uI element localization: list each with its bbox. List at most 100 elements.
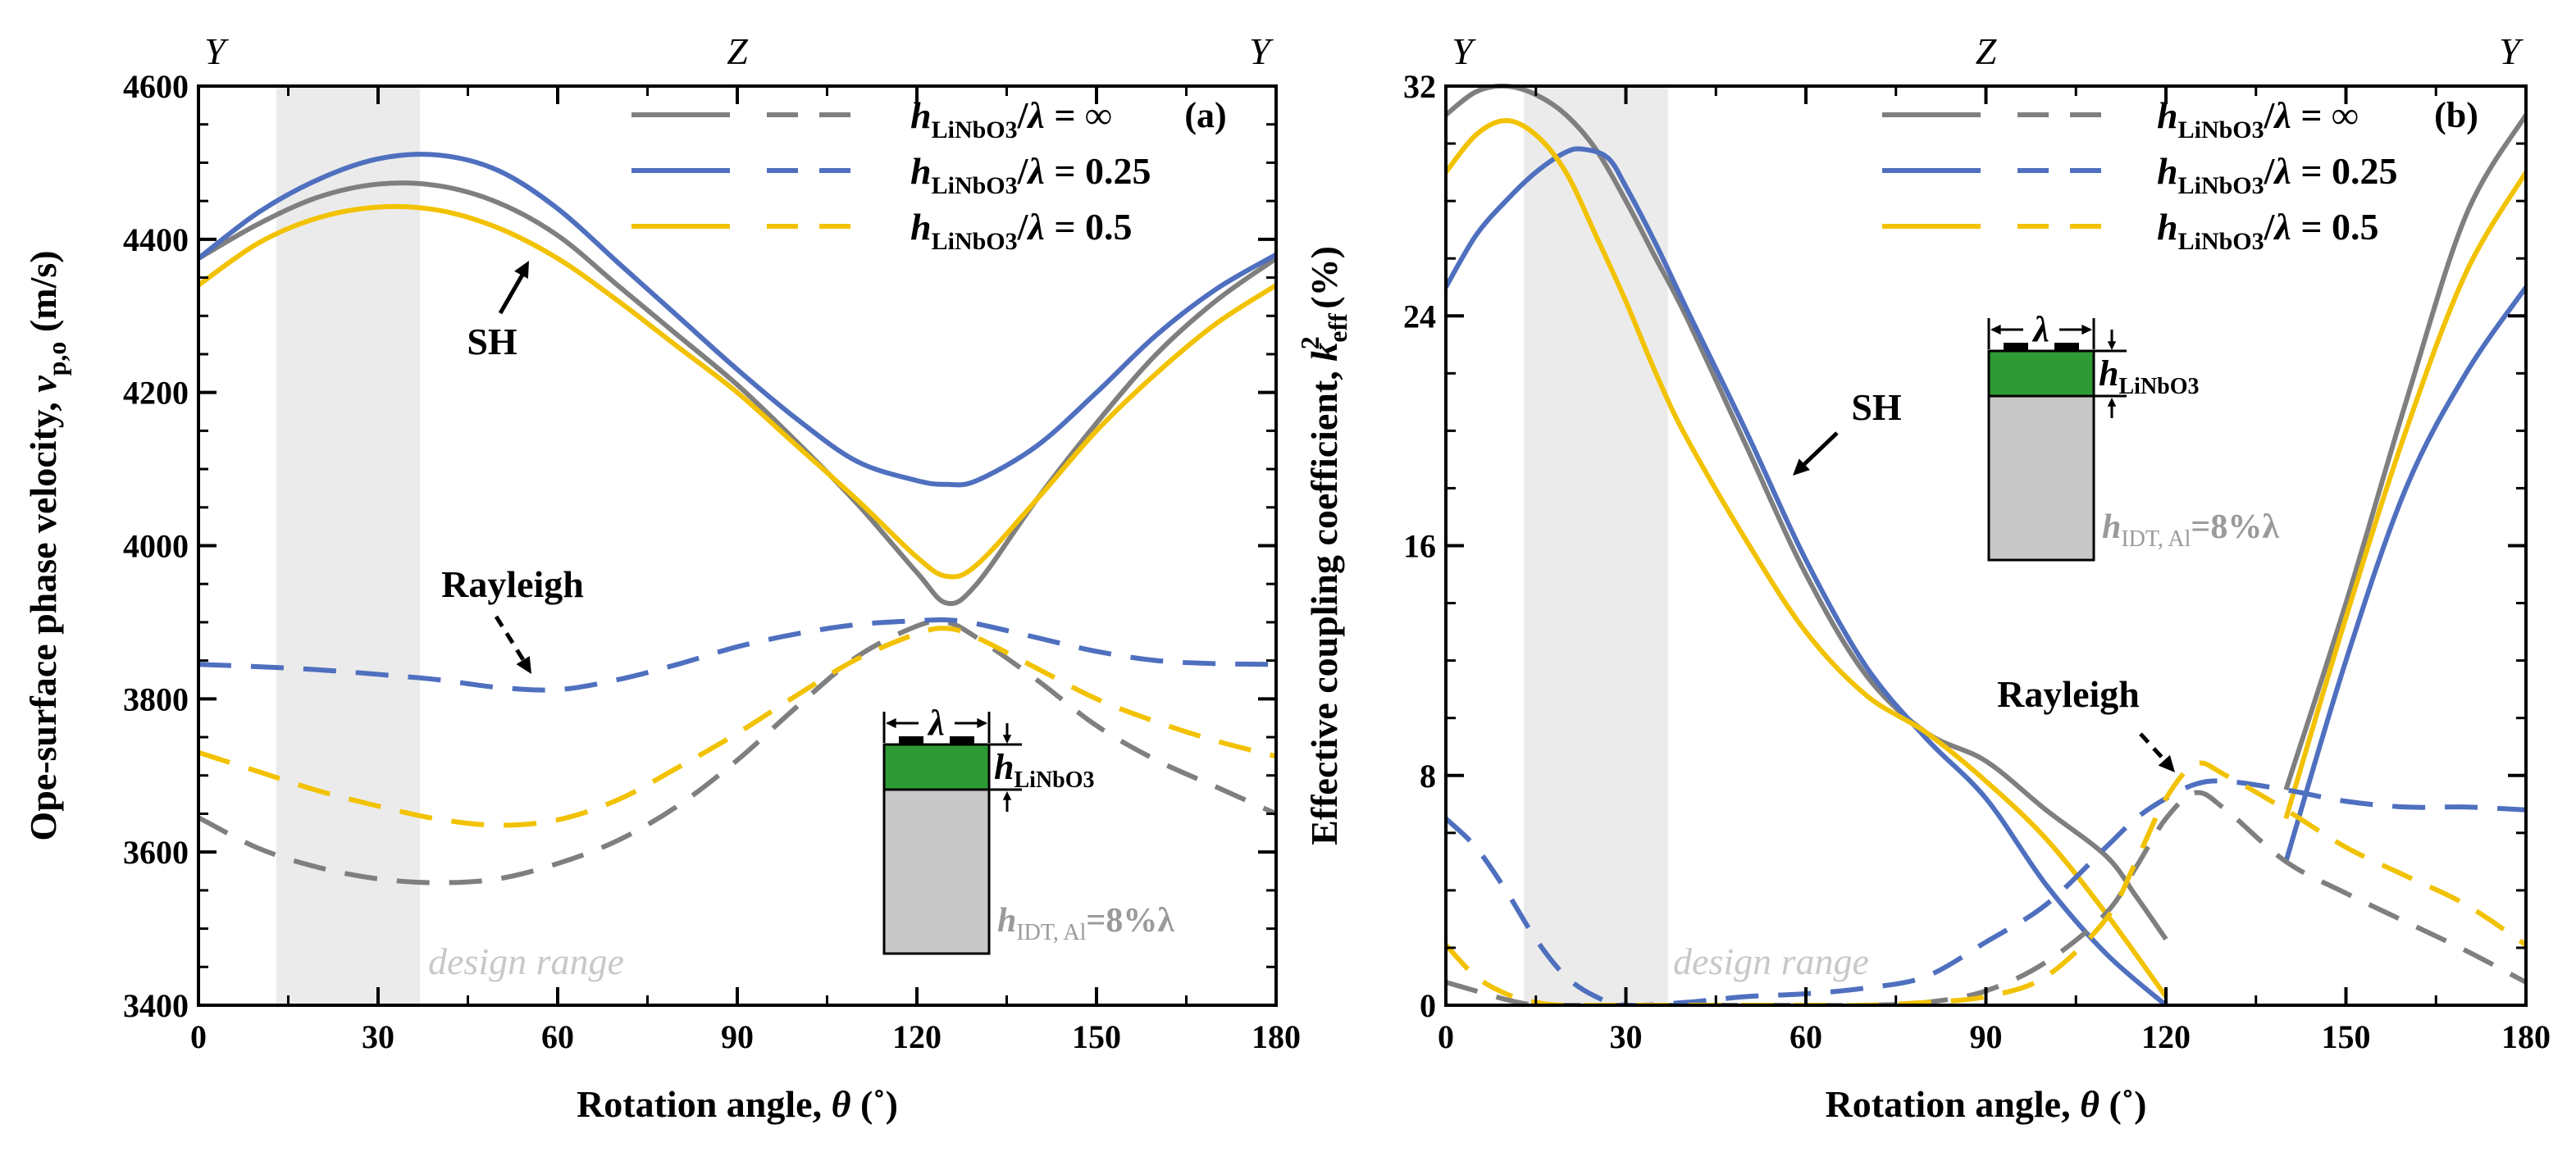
x-axis-title: Rotation angle, θ (˚) <box>1826 1083 2147 1125</box>
series-line-sh-yellow-seg2 <box>2283 171 2526 820</box>
sh-arrow <box>1799 431 1839 469</box>
rayleigh-annotation: Rayleigh <box>441 563 584 605</box>
series-line-rayleigh-yellow <box>1446 760 2526 1005</box>
legend-entry: hLiNbO3/λ = ∞ <box>910 94 1112 143</box>
idt-electrode <box>2004 343 2028 351</box>
series-group <box>198 152 1276 886</box>
design-range-label: design range <box>428 940 624 982</box>
series-line-sh-gray-seg2 <box>2283 113 2526 791</box>
series-line-sh-blue-seg2 <box>2283 285 2526 863</box>
rayleigh-arrow-head <box>516 656 531 674</box>
x-tick-label: 90 <box>721 1018 754 1055</box>
series-line-sh-blue-seg1 <box>1446 146 2168 1005</box>
piezo-film-layer <box>882 743 991 791</box>
idt-electrode <box>899 736 923 744</box>
x-tick-label: 0 <box>190 1018 207 1055</box>
idt-thickness-label: hIDT, Al=8%λ <box>2102 508 2279 552</box>
series-line-rayleigh-yellow <box>198 626 1276 828</box>
series-line-sh-gray-seg1 <box>1446 83 2168 941</box>
x-tick-label: 180 <box>1252 1018 1301 1055</box>
y-tick-label: 4000 <box>123 528 189 565</box>
series-line-sh-yellow-seg1 <box>1446 118 2168 999</box>
thick-arrow-head <box>1002 791 1012 800</box>
series-line-rayleigh-gray <box>1446 790 2526 1005</box>
thick-arrow-head <box>2107 398 2117 407</box>
thickness-label: hLiNbO3 <box>994 747 1095 793</box>
legend-entry: hLiNbO3/λ = 0.25 <box>910 150 1151 199</box>
substrate-layer <box>1987 394 2095 562</box>
sh-arrow-head <box>514 261 529 279</box>
y-tick-label: 4600 <box>123 68 189 105</box>
y-tick-label: 3400 <box>123 987 189 1024</box>
idt-electrode <box>2054 343 2079 351</box>
panel-b: 0 30 60 90 120 150 180 0 8 16 24 32 Y Z Y Rotation angl… <box>1295 30 2551 1125</box>
orientation-label-z: Z <box>1976 30 1997 72</box>
orientation-label-y-end: Y <box>1249 30 1274 72</box>
x-tick-label: 150 <box>1072 1018 1121 1055</box>
inset-schematic: λ hLiNbO3 hIDT, Al=8%λ <box>1987 309 2279 562</box>
y-tick-label: 3800 <box>123 681 189 717</box>
y-axis-title: Ope-surface phase velocity, vp,o (m/s) <box>22 250 71 840</box>
sh-annotation: SH <box>1851 386 1902 428</box>
thickness-label: hLiNbO3 <box>2099 353 2200 399</box>
y-tick-label: 32 <box>1403 68 1436 105</box>
x-tick-label: 180 <box>2501 1018 2551 1055</box>
sh-annotation: SH <box>467 321 517 362</box>
series-line-rayleigh-gray <box>198 618 1276 886</box>
x-axis-title: Rotation angle, θ (˚) <box>577 1083 898 1125</box>
series-line-rayleigh-blue <box>1446 778 2526 1005</box>
series-line-sh-gray <box>198 180 1276 607</box>
panel-label: (b) <box>2434 95 2478 135</box>
x-tick-label: 60 <box>1790 1018 1822 1055</box>
thick-arrow-head <box>1002 735 1012 744</box>
thick-arrow-head <box>2107 341 2117 350</box>
rayleigh-arrow <box>2139 732 2167 763</box>
series-line-sh-blue <box>198 152 1276 488</box>
y-axis-title: Effective coupling coefficient, keff2 (%… <box>1295 246 1352 845</box>
lambda-arrow-head <box>886 717 896 729</box>
y-tick-label: 8 <box>1420 758 1436 795</box>
lambda-label: λ <box>927 703 945 743</box>
legend-entry: hLiNbO3/λ = 0.25 <box>2157 150 2398 199</box>
x-tick-label: 120 <box>892 1018 941 1055</box>
lambda-arrow-head <box>1990 324 2001 335</box>
rayleigh-arrow <box>494 615 527 664</box>
orientation-label-y: Y <box>204 30 229 72</box>
lambda-label: λ <box>2031 309 2049 349</box>
lambda-arrow-head <box>2081 324 2092 335</box>
x-tick-label: 150 <box>2322 1018 2371 1055</box>
inset-schematic: λ hLiNbO3 hIDT, Al=8%λ <box>882 703 1174 955</box>
y-tick-label: 4200 <box>123 375 189 412</box>
legend-entry: hLiNbO3/λ = 0.5 <box>910 206 1133 255</box>
series-line-rayleigh-blue <box>198 617 1276 693</box>
x-tick-label: 90 <box>1970 1018 2003 1055</box>
substrate-layer <box>882 788 991 955</box>
design-range-band <box>276 86 421 1005</box>
panel-a: 0 30 60 90 120 150 180 3400 3600 3800 4000 4200 4400… <box>22 30 1301 1125</box>
legend-entry: hLiNbO3/λ = 0.5 <box>2157 206 2379 255</box>
orientation-label-z: Z <box>727 30 748 72</box>
legend-entry: hLiNbO3/λ = ∞ <box>2157 94 2359 143</box>
design-range-label: design range <box>1673 940 1869 982</box>
series-line-sh-yellow <box>198 203 1276 580</box>
piezo-film-layer <box>1987 349 2095 398</box>
y-tick-label: 0 <box>1420 987 1436 1024</box>
series-group <box>1446 83 2526 1005</box>
x-tick-label: 60 <box>541 1018 574 1055</box>
lambda-arrow-head <box>977 717 987 729</box>
x-tick-label: 120 <box>2141 1018 2191 1055</box>
idt-thickness-label: hIDT, Al=8%λ <box>997 902 1174 945</box>
rayleigh-arrow-head <box>2158 754 2175 772</box>
orientation-label-y: Y <box>1452 30 1476 72</box>
panel-label: (a) <box>1184 95 1226 135</box>
sh-arrow <box>498 269 527 315</box>
y-tick-label: 24 <box>1403 298 1436 335</box>
y-tick-label: 4400 <box>123 221 189 258</box>
x-tick-label: 30 <box>1610 1018 1643 1055</box>
x-tick-label: 0 <box>1438 1018 1454 1055</box>
y-tick-label: 3600 <box>123 834 189 871</box>
sh-arrow-head <box>1793 458 1810 476</box>
x-tick-label: 30 <box>362 1018 394 1055</box>
rayleigh-annotation: Rayleigh <box>1997 673 2140 715</box>
